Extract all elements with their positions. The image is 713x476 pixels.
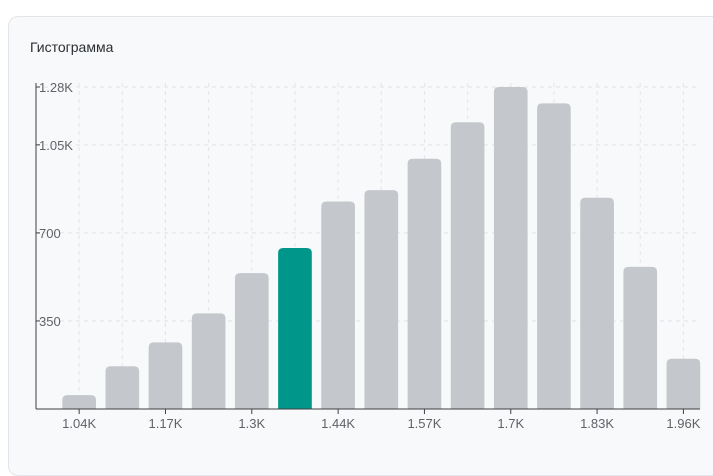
y-tick-label: 350 [39,314,61,329]
bars [62,87,701,409]
bar[interactable] [191,313,226,409]
x-tick-label: 1.96K [666,416,700,431]
x-tick-label: 1.44K [321,416,355,431]
x-tick-label: 1.83K [580,416,614,431]
x-tick-label: 1.17K [148,416,182,431]
bar[interactable] [580,197,614,409]
bar[interactable] [321,201,355,409]
bar[interactable] [623,266,658,409]
bar[interactable] [666,358,701,409]
y-tick-label: 1.05K [39,138,73,153]
bar[interactable] [62,395,96,409]
bar[interactable] [234,273,269,409]
bar[interactable] [493,87,528,409]
bar[interactable] [407,158,442,409]
x-tick-labels: 1.04K 1.17K 1.3K 1.44K 1.57K 1.7K 1.83K 1.96K [62,416,701,431]
bar[interactable] [537,103,571,409]
bar[interactable] [105,366,140,409]
axes [35,83,700,414]
y-tick-label: 1.28K [39,80,73,95]
x-tick-label: 1.57K [407,416,441,431]
card-title: Гистограмма [30,39,114,55]
x-tick-label: 1.3K [238,416,265,431]
bar-highlighted[interactable] [278,248,312,409]
x-tick-label: 1.7K [497,416,524,431]
bar[interactable] [148,342,183,409]
y-tick-labels: 350 700 1.05K 1.28K [39,80,73,329]
bar[interactable] [364,190,399,409]
x-tick-label: 1.04K [62,416,96,431]
bar[interactable] [450,122,485,409]
y-tick-label: 700 [39,226,61,241]
